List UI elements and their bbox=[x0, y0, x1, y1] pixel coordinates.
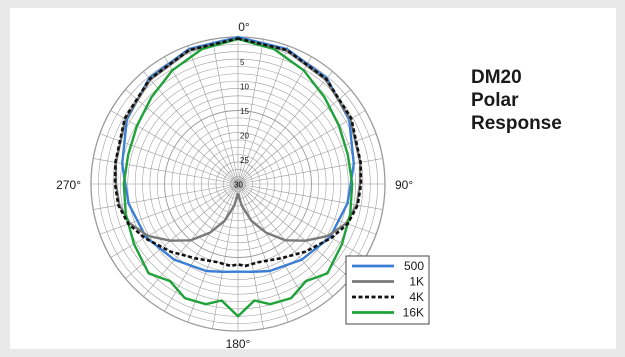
grid-spoke bbox=[237, 183, 383, 210]
grid-spoke bbox=[110, 183, 239, 258]
grid-spoke bbox=[164, 56, 239, 185]
legend-label-16k: 16K bbox=[403, 306, 424, 320]
radial-tick-label: 10 bbox=[240, 83, 249, 92]
grid-spoke bbox=[237, 183, 366, 258]
radial-tick-label: 30 bbox=[234, 181, 243, 190]
grid-spoke bbox=[237, 89, 351, 185]
radial-tick-label: 20 bbox=[240, 132, 249, 141]
radial-tick-label: 15 bbox=[240, 107, 249, 116]
figure-card: 5 10 15 20 25 30 0° 90° 180° 270° 500 1K 4K 16K DM20… bbox=[10, 8, 616, 349]
chart-title-line-2: Polar bbox=[471, 90, 519, 111]
chart-title-line-3: Response bbox=[471, 113, 562, 134]
grid-spoke bbox=[237, 45, 289, 185]
series-line-500 bbox=[121, 35, 355, 273]
angle-label-270: 270° bbox=[56, 178, 81, 192]
grid-spoke bbox=[237, 39, 264, 185]
series-line-16k bbox=[122, 37, 354, 318]
grid-spoke bbox=[99, 133, 239, 185]
radial-tick-label: 25 bbox=[240, 156, 249, 165]
grid-spoke bbox=[237, 183, 377, 235]
legend-label-1k: 1K bbox=[409, 275, 424, 289]
polar-labels: 5 10 15 20 25 30 0° 90° 180° 270° bbox=[56, 20, 413, 349]
grid-spoke bbox=[110, 110, 239, 185]
grid-spoke bbox=[237, 71, 333, 185]
grid-spoke bbox=[187, 45, 239, 185]
grid-spoke bbox=[93, 158, 239, 185]
grid-spoke bbox=[237, 110, 366, 185]
grid-spoke bbox=[237, 133, 377, 185]
radial-tick-label: 5 bbox=[240, 58, 245, 67]
angle-label-90: 90° bbox=[395, 178, 413, 192]
legend-label-500: 500 bbox=[404, 259, 424, 273]
grid-spoke bbox=[237, 183, 289, 323]
grid-spoke bbox=[99, 183, 239, 235]
grid-spoke bbox=[125, 89, 239, 185]
series-line-4k bbox=[113, 37, 363, 268]
grid-spoke bbox=[187, 183, 239, 323]
grid-spoke bbox=[143, 71, 239, 185]
grid-spoke bbox=[237, 56, 312, 185]
polar-series bbox=[113, 35, 363, 318]
grid-spoke bbox=[237, 158, 383, 185]
grid-spoke bbox=[212, 39, 239, 185]
chart-title: DM20 Polar Response bbox=[471, 66, 562, 135]
angle-label-0: 0° bbox=[238, 20, 250, 34]
chart-title-line-1: DM20 bbox=[471, 67, 522, 88]
polar-grid bbox=[90, 36, 386, 332]
angle-label-180: 180° bbox=[226, 337, 251, 349]
legend-label-4k: 4K bbox=[409, 290, 424, 304]
